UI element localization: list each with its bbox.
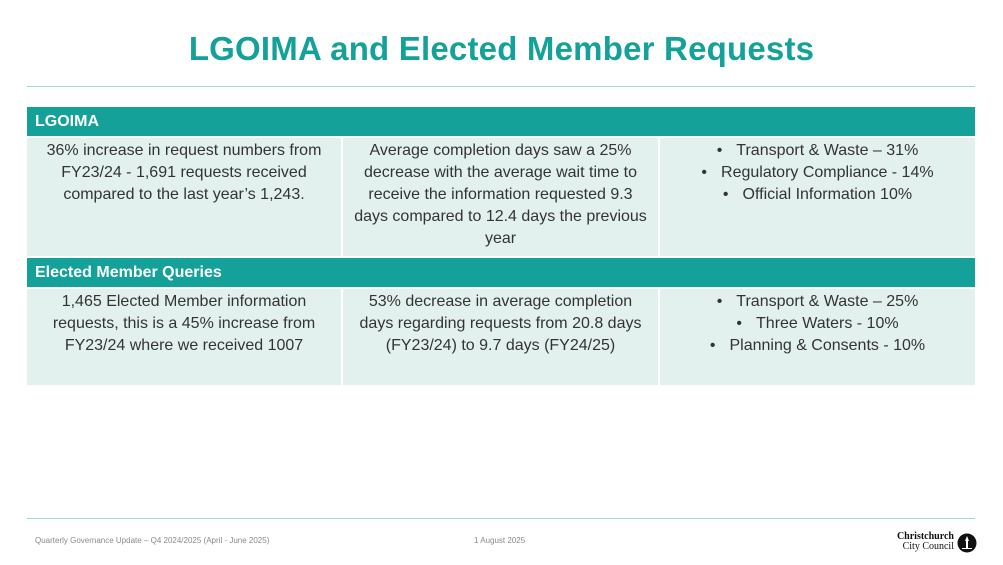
footer-divider bbox=[27, 518, 975, 519]
section-row-lgoima: 36% increase in request numbers from FY2… bbox=[27, 138, 975, 256]
page-title: LGOIMA and Elected Member Requests bbox=[188, 30, 815, 67]
elected-member-completion-days: 53% decrease in average completion days … bbox=[343, 289, 658, 385]
footer-report-title: Quarterly Governance Update – Q4 2024/20… bbox=[35, 536, 270, 545]
cathedral-logo-icon bbox=[957, 533, 977, 553]
list-item: • Three Waters - 10% bbox=[736, 315, 899, 332]
lgoima-completion-days: Average completion days saw a 25% decrea… bbox=[343, 138, 658, 256]
elected-member-topic-list: • Transport & Waste – 25% • Three Waters -… bbox=[660, 289, 975, 385]
elected-member-request-numbers: 1,465 Elected Member information request… bbox=[27, 289, 341, 385]
list-item: • Official Information 10% bbox=[722, 186, 913, 203]
section-header-lgoima: LGOIMA bbox=[27, 107, 975, 136]
council-logo: Christchurch City Council bbox=[888, 532, 978, 556]
lgoima-topic-list: • Transport & Waste – 31% • Regulatory Com… bbox=[660, 138, 975, 256]
footer-date: 1 August 2025 bbox=[474, 536, 526, 545]
section-row-elected-member: 1,465 Elected Member information request… bbox=[27, 289, 975, 385]
list-item: • Regulatory Compliance - 14% bbox=[701, 164, 934, 181]
logo-wordmark: Christchurch City Council bbox=[896, 531, 954, 552]
title-divider bbox=[27, 86, 975, 87]
list-item: • Transport & Waste – 31% bbox=[716, 142, 919, 159]
list-item: • Planning & Consents - 10% bbox=[709, 337, 926, 354]
list-item: • Transport & Waste – 25% bbox=[716, 293, 919, 310]
lgoima-request-numbers: 36% increase in request numbers from FY2… bbox=[27, 138, 341, 256]
section-header-elected-member: Elected Member Queries bbox=[27, 258, 975, 287]
